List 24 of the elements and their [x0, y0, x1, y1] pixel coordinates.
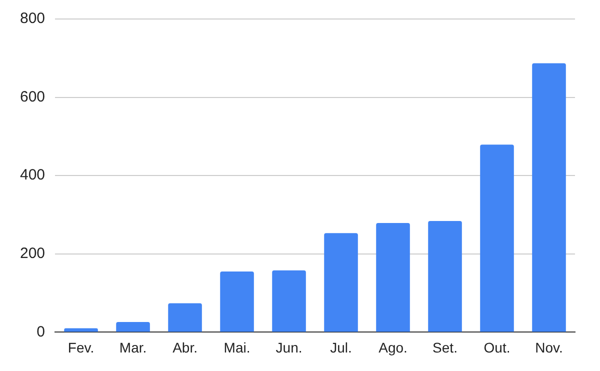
- x-tick-label: Mar.: [119, 339, 147, 356]
- x-tick-label: Fev.: [68, 339, 94, 356]
- y-tick-label: 800: [20, 10, 46, 28]
- y-tick-label: 0: [36, 323, 46, 340]
- bar: [376, 222, 410, 332]
- x-tick-label: Nov.: [535, 339, 563, 356]
- y-tick-label: 200: [20, 245, 46, 262]
- bar: [428, 221, 462, 332]
- x-tick-label: Ago.: [378, 339, 408, 356]
- bar: [272, 270, 306, 332]
- x-tick-label: Mai.: [224, 339, 250, 356]
- bar: [116, 322, 150, 332]
- bar: [324, 233, 358, 332]
- bar: [220, 272, 254, 332]
- x-tick-label: Abr.: [172, 339, 198, 356]
- x-tick-label: Out.: [484, 339, 510, 356]
- bar: [532, 63, 566, 332]
- y-tick-label: 600: [20, 88, 46, 106]
- x-tick-label: Set.: [432, 339, 458, 356]
- x-tick-label: Jun.: [276, 339, 302, 356]
- x-tick-label: Jul.: [330, 339, 352, 356]
- y-tick-label: 400: [20, 166, 46, 184]
- bar: [480, 144, 514, 332]
- bar: [168, 303, 202, 332]
